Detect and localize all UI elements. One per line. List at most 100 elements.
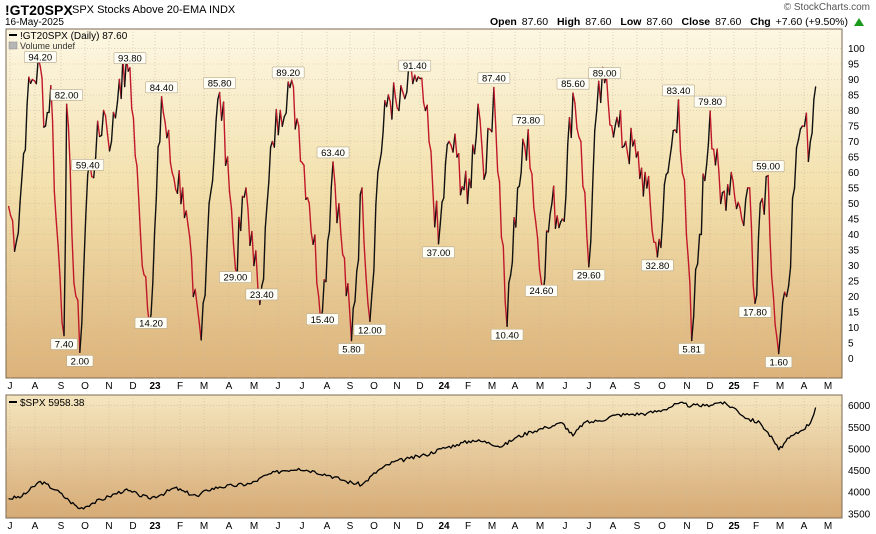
breadth-line-segment [552,185,557,229]
breadth-line-segment [439,201,443,225]
annotation-label: 82.00 [55,90,79,101]
y-tick-label: 5 [848,339,854,350]
breadth-line-segment [228,191,233,210]
breadth-line-segment [255,250,259,289]
breadth-line-segment [343,257,347,297]
breadth-line-segment [692,268,697,318]
breadth-line-segment [558,221,562,229]
breadth-line-segment [13,239,18,252]
breadth-line-segment [781,291,786,303]
breadth-line-segment [71,233,75,284]
plot-area [5,394,843,519]
y-tick-label: 45 [848,215,860,226]
breadth-line-segment [651,229,655,243]
breadth-line-segment [791,187,796,199]
legend-title: $SPX 5958.38 [20,398,85,409]
ohlc-readout: Open 87.60 High 87.60 Low 87.60 Close 87… [490,16,848,28]
breadth-line-segment [538,268,543,283]
breadth-line-segment [230,207,235,245]
annotation-box [337,343,365,355]
breadth-line-segment [660,219,664,249]
breadth-line-segment [120,57,124,100]
breadth-line-segment [361,187,365,243]
breadth-line-segment [200,302,204,341]
breadth-line-segment [334,183,338,224]
x-tick-label: A [324,381,331,392]
legend-title: !GT20SPX (Daily) 87.60 [20,31,128,42]
breadth-line-segment [574,102,578,129]
x-tick-label: M [488,381,496,392]
x-tick-label: M [536,381,544,392]
x-tick-label: A [512,521,519,532]
breadth-line-segment [642,171,646,197]
breadth-line-segment [208,191,212,205]
breadth-line-segment [437,223,441,245]
breadth-line-segment [421,77,425,104]
breadth-line-segment [415,76,419,82]
breadth-line-segment [39,65,43,80]
x-tick-label: O [658,521,666,532]
breadth-line-segment [511,217,515,264]
breadth-line-segment [563,194,567,222]
breadth-line-segment [592,129,596,183]
breadth-line-segment [709,110,713,150]
breadth-line-segment [159,96,163,143]
x-tick-label: J [300,381,305,392]
breadth-panel: 0 5 10 15 20 25 30 35 40 45 50 55 60 65 70 75 80 85 90 95 10… [5,28,865,392]
breadth-line-segment [316,282,320,298]
y-tick-label: 60 [848,168,860,179]
breadth-line-segment [696,233,701,265]
y-tick-label: 15 [848,308,860,319]
y-tick-label: 30 [848,261,860,272]
breadth-line-segment [222,101,227,167]
breadth-line-segment [763,175,767,215]
annotation-box [477,72,511,84]
breadth-line-segment [218,91,223,121]
breadth-line-segment [594,109,598,132]
breadth-line-segment [261,278,265,287]
breadth-line-segment [391,82,395,120]
y-tick-label: 80 [848,106,860,117]
breadth-line-segment [173,177,177,191]
x-tick-label: N [105,521,112,532]
breadth-line-segment [292,86,296,130]
breadth-line-segment [637,151,641,180]
breadth-line-segment [700,173,704,236]
breadth-line-segment [681,172,686,181]
breadth-line-segment [194,288,198,307]
x-tick-label: J [276,381,281,392]
breadth-line-segment [136,165,140,200]
close-value: 87.60 [715,16,742,28]
annotation-box [50,89,83,101]
annotation-box [353,323,387,336]
x-tick-label: A [801,521,808,532]
breadth-line-segment [7,205,12,217]
chart-header: !GT20SPX SPX Stocks Above 20-EMA INDX 16… [0,0,876,28]
annotation-label: 5.80 [342,345,361,356]
breadth-line-segment [466,178,470,205]
breadth-line-segment [314,234,318,284]
breadth-line-segment [549,202,553,215]
x-tick-label: F [465,381,471,392]
breadth-line-segment [279,109,283,128]
x-tick-label: O [81,521,89,532]
breadth-line-segment [778,330,782,355]
annotation-box [71,159,105,171]
annotation-label: 7.40 [55,340,74,351]
x-tick-label: J [276,521,281,532]
x-tick-label: M [536,521,544,532]
breadth-line-segment [719,191,724,205]
breadth-line-segment [535,221,539,239]
breadth-line-segment [226,156,231,193]
annotation-label: 85.60 [561,79,585,90]
legend-swatch [9,34,17,36]
breadth-line-segment [732,180,736,199]
breadth-line-segment [756,236,760,296]
annotation-box [556,77,590,90]
breadth-line-segment [247,208,251,247]
breadth-line-segment [296,118,300,127]
x-tick-label: D [706,381,713,392]
breadth-line-segment [404,91,408,100]
x-tick-label: M [200,521,208,532]
